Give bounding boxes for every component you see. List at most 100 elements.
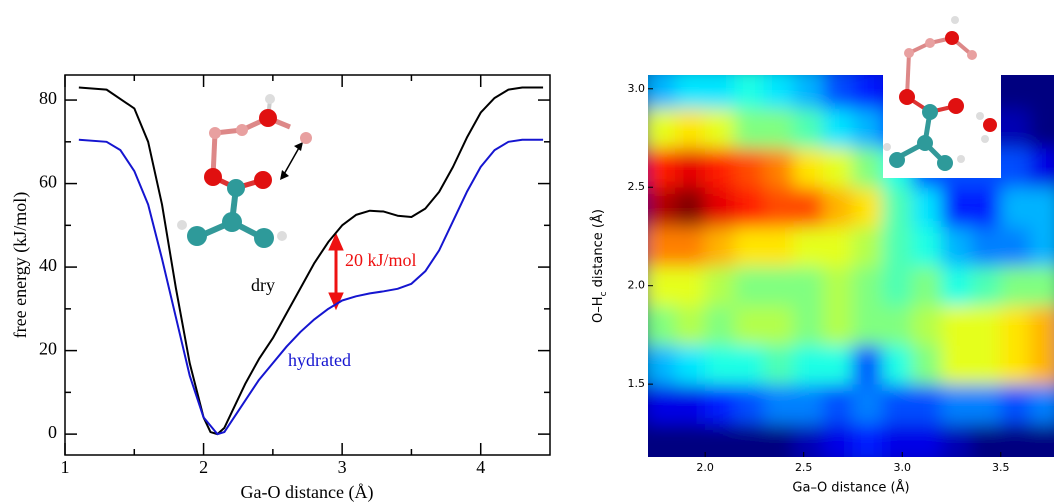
y-tick-label: 80 <box>39 88 57 108</box>
heatmap-cell <box>911 344 943 385</box>
energy-arrow <box>328 232 344 311</box>
heatmap-cell <box>970 186 1002 228</box>
heatmap-cell <box>822 226 854 267</box>
heatmap-cell <box>852 265 884 306</box>
heatmap-cell <box>970 423 1002 457</box>
heatmap-cell <box>763 75 795 109</box>
heatmap-cell <box>1000 107 1031 149</box>
heatmap-cell <box>1029 344 1054 385</box>
heatmap-cell <box>704 75 736 109</box>
heatmap-cell <box>793 423 824 457</box>
heatmap-cell <box>1029 423 1054 457</box>
heatmap-cell <box>648 186 677 228</box>
heatmap-cell <box>911 265 943 306</box>
heatmap-cell <box>1000 423 1031 457</box>
heatmap-cell <box>882 186 913 228</box>
heatmap-cell <box>763 383 795 425</box>
heatmap-cell <box>822 423 854 457</box>
heatmap-cell <box>941 423 972 457</box>
x-tick-label: 1 <box>61 457 70 477</box>
heatmap-cell <box>704 226 736 267</box>
heatmap-cell <box>734 75 765 109</box>
heatmap-cell <box>852 226 884 267</box>
heatmap-cell <box>793 265 824 306</box>
heatmap-cell <box>852 75 884 109</box>
x-axis-label: Ga-O distance (Å) <box>241 482 374 503</box>
heatmap-cell <box>704 265 736 306</box>
heatmap-cell <box>1029 383 1054 425</box>
heatmap-cell <box>675 344 706 385</box>
heatmap-cell <box>1000 75 1031 109</box>
y-tick-label: 40 <box>39 255 57 275</box>
heatmap-cell <box>704 383 736 425</box>
heatmap-cell <box>675 186 706 228</box>
y-tick-label: 0 <box>48 422 57 442</box>
heatmap-cell <box>763 304 795 346</box>
heatmap-cell <box>734 107 765 149</box>
heatmap-cell <box>882 265 913 306</box>
heatmap-cell <box>1000 344 1031 385</box>
heatmap-cell <box>763 226 795 267</box>
heatmap-cell <box>648 344 677 385</box>
heatmap-cell <box>822 344 854 385</box>
heatmap-cell <box>852 344 884 385</box>
heatmap-cell <box>675 147 706 188</box>
y-label-part: O–H <box>591 296 606 323</box>
heatmap-cell <box>1029 147 1054 188</box>
y-axis-label: free energy (kJ/mol) <box>10 192 31 339</box>
heatmap-cell <box>1000 265 1031 306</box>
heatmap-cell <box>941 226 972 267</box>
left-panel: Ga-O distance (Å) free energy (kJ/mol) d… <box>10 74 551 503</box>
heatmap-cell <box>911 423 943 457</box>
heatmap-cell <box>648 423 677 457</box>
heatmap-cell <box>793 147 824 188</box>
heatmap-cell <box>648 226 677 267</box>
heatmap-cell <box>734 423 765 457</box>
heatmap-cell <box>763 147 795 188</box>
heatmap-cell <box>941 344 972 385</box>
heatmap-cell <box>911 186 943 228</box>
heatmap-cell <box>704 186 736 228</box>
heatmap-cell <box>734 383 765 425</box>
heatmap-cell <box>941 383 972 425</box>
heatmap-cell <box>763 423 795 457</box>
heatmap-cell <box>941 304 972 346</box>
heatmap-cell <box>734 226 765 267</box>
heatmap-cell <box>882 344 913 385</box>
y-axis-label: O–Hc distance (Å) <box>590 209 609 323</box>
plot-frame <box>64 74 551 456</box>
heatmap-cell <box>852 147 884 188</box>
heatmap-cell <box>704 107 736 149</box>
x-axis-label: Ga–O distance (Å) <box>792 480 909 496</box>
heatmap-cell <box>1029 75 1054 109</box>
heatmap-cell <box>1000 304 1031 346</box>
y-label-part: distance (Å) <box>590 209 606 291</box>
heatmap-cell <box>852 186 884 228</box>
heatmap-cell <box>734 186 765 228</box>
heatmap-cell <box>1029 304 1054 346</box>
heatmap-cell <box>911 383 943 425</box>
x-tick-label: 3 <box>338 457 347 477</box>
heatmap-cell <box>911 226 943 267</box>
heatmap-cell <box>793 383 824 425</box>
right-panel: Ga–O distance (Å) O–Hc distance (Å) 2.0 2… <box>590 16 1054 496</box>
heatmap-cell <box>822 265 854 306</box>
x-tick-label: 2.5 <box>795 461 813 474</box>
heatmap-cell <box>941 186 972 228</box>
heatmap-cell <box>882 383 913 425</box>
heatmap-cell <box>763 107 795 149</box>
energy-annotation: 20 kJ/mol <box>345 250 417 270</box>
heatmap-cell <box>704 304 736 346</box>
heatmap-cell <box>852 107 884 149</box>
heatmap-cell <box>675 75 706 109</box>
heatmap-cell <box>675 107 706 149</box>
y-tick-label: 20 <box>39 339 57 359</box>
heatmap-cell <box>1029 226 1054 267</box>
heatmap-cell <box>793 226 824 267</box>
heatmap-cell <box>882 423 913 457</box>
heatmap-cell <box>675 265 706 306</box>
heatmap-cell <box>704 344 736 385</box>
y-tick-label: 1.5 <box>628 377 646 390</box>
heatmap-cell <box>822 75 854 109</box>
heatmap-cell <box>852 423 884 457</box>
